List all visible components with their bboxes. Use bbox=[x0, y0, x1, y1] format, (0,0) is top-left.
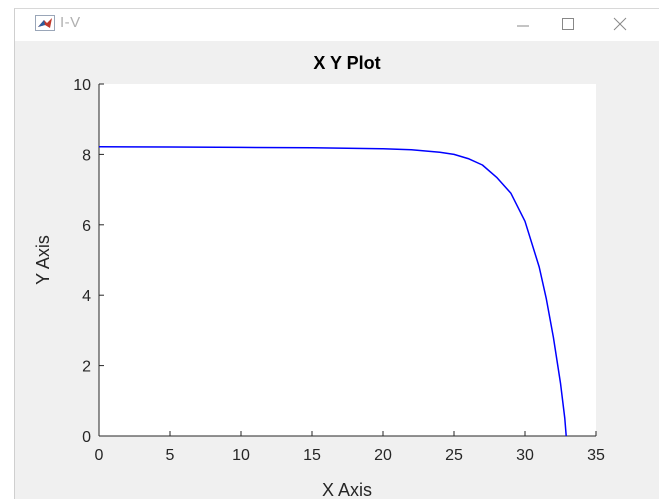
xy-plot-chart: X Y Plot X Axis Y Axis 0 5 10 15 20 25 30 35 0 2 4… bbox=[33, 53, 605, 499]
y-tick-label: 6 bbox=[82, 218, 91, 235]
plot-area bbox=[99, 84, 596, 436]
y-tick-label: 0 bbox=[82, 429, 91, 446]
x-tick-label: 0 bbox=[95, 447, 104, 464]
close-icon bbox=[613, 17, 627, 31]
x-tick-label: 15 bbox=[303, 447, 321, 464]
x-tick-label: 35 bbox=[587, 447, 605, 464]
minimize-icon bbox=[517, 25, 529, 27]
y-tick-label: 2 bbox=[82, 359, 91, 376]
x-tick-label: 30 bbox=[516, 447, 534, 464]
x-axis-label: X Axis bbox=[322, 480, 372, 499]
minimize-button[interactable] bbox=[500, 9, 546, 39]
matlab-logo-icon bbox=[35, 15, 55, 31]
title-bar[interactable]: I-V bbox=[15, 9, 659, 41]
close-button[interactable] bbox=[597, 9, 643, 39]
chart-title: X Y Plot bbox=[313, 53, 380, 73]
y-tick-label: 10 bbox=[73, 77, 91, 94]
series-layer bbox=[98, 145, 567, 437]
y-tick-label: 8 bbox=[82, 147, 91, 164]
window-title: I-V bbox=[60, 14, 81, 31]
series-line bbox=[98, 145, 567, 437]
x-tick-label: 20 bbox=[374, 447, 392, 464]
x-tick-label: 25 bbox=[445, 447, 463, 464]
y-axis-label: Y Axis bbox=[33, 235, 53, 285]
x-tick-label: 10 bbox=[232, 447, 250, 464]
figure-window: I-V X Y Plot X Axis Y Axis 0 5 10 15 20 25 30 3… bbox=[14, 8, 659, 499]
maximize-button[interactable] bbox=[545, 9, 591, 39]
axes: 0 5 10 15 20 25 30 35 0 2 4 6 8 10 bbox=[73, 77, 605, 464]
x-tick-label: 5 bbox=[166, 447, 175, 464]
y-tick-label: 4 bbox=[82, 288, 91, 305]
maximize-icon bbox=[562, 18, 574, 30]
